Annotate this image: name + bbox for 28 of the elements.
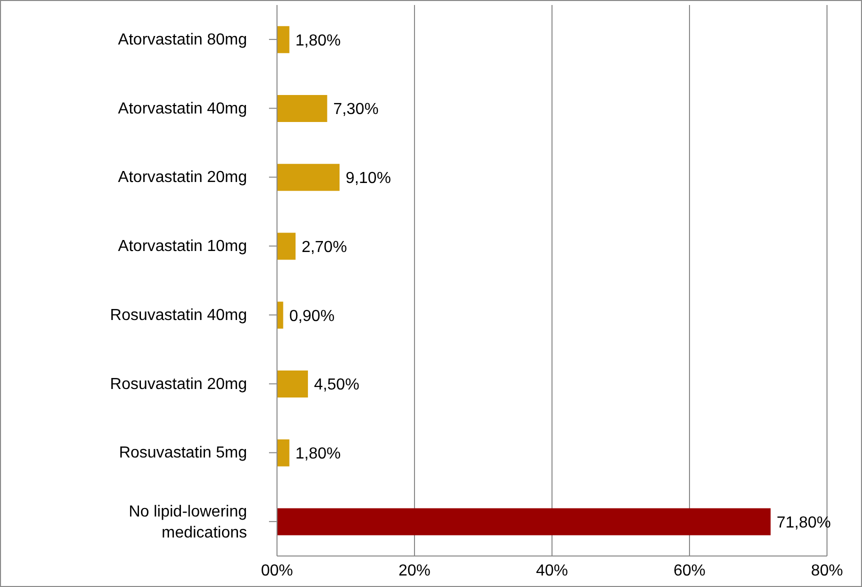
data-label: 2,70%	[302, 238, 347, 256]
data-label: 0,90%	[289, 308, 335, 325]
bar	[277, 370, 308, 398]
data-label: 7,30%	[333, 101, 379, 118]
x-tick-label: 60%	[673, 562, 706, 580]
y-tick-label: No lipid-lowering medications	[128, 503, 247, 542]
y-tick-label: Atorvastatin 80mg	[118, 30, 247, 48]
y-tick-label: Rosuvastatin 5mg	[118, 444, 247, 462]
y-tick-label: Rosuvastatin 40mg	[110, 306, 247, 324]
data-label: 1,80%	[295, 446, 341, 463]
bar	[277, 164, 340, 191]
data-label: 1,80%	[295, 32, 341, 50]
y-tick-label: Rosuvastatin 20mg	[110, 375, 247, 392]
x-tick-label: 40%	[536, 562, 568, 580]
data-label: 9,10%	[346, 170, 391, 188]
y-tick-label: Atorvastatin 20mg	[118, 168, 247, 186]
x-tick-label: 80%	[810, 562, 844, 580]
y-tick-label: Atorvastatin 40mg	[118, 100, 247, 117]
x-tick-label: 00%	[260, 562, 294, 580]
bar	[277, 232, 296, 260]
bar	[277, 26, 290, 54]
data-label: 4,50%	[314, 376, 360, 394]
bar	[277, 508, 771, 536]
x-tick-label: 20%	[398, 562, 431, 580]
bar	[277, 439, 290, 466]
y-tick-label: Atorvastatin 10mg	[118, 238, 247, 255]
data-label: 71,80%	[776, 514, 831, 532]
bar	[277, 95, 328, 122]
